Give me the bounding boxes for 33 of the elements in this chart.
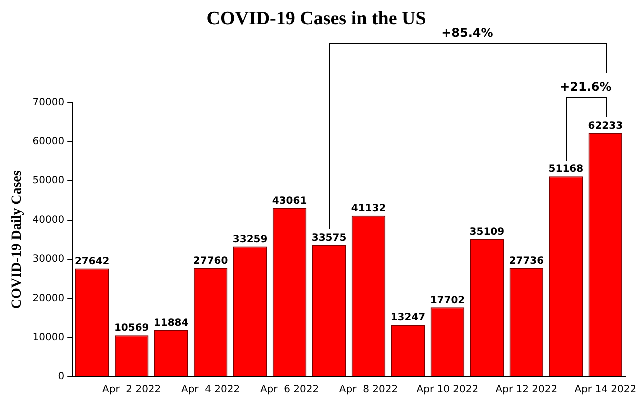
x-tick-label: Apr 4 2022 — [181, 384, 240, 396]
text: +85.4% — [442, 26, 494, 40]
data-label: 27760 — [193, 256, 228, 267]
y-tick-label: 70000 — [32, 97, 65, 108]
data-label: 10569 — [114, 323, 150, 334]
x-tick-label: Apr 12 2022 — [496, 384, 558, 396]
data-label: 17702 — [430, 295, 466, 306]
x-tick-label: Apr 10 2022 — [416, 384, 479, 396]
y-tick-label: 60000 — [32, 136, 65, 148]
y-tick-label: 20000 — [32, 293, 65, 304]
x-tick-label: Apr 14 2022 — [574, 384, 637, 396]
data-label: 33575 — [312, 233, 347, 244]
y-tick-label: 40000 — [32, 214, 65, 226]
data-label: 13247 — [390, 312, 426, 324]
y-tick-label: 50000 — [32, 176, 65, 187]
y-tick-label: 30000 — [32, 254, 65, 266]
y-tick-label: 0 — [58, 372, 65, 383]
x-tick-label: Apr 6 2022 — [260, 384, 320, 396]
chart-title: COVID-19 Cases in the US — [206, 8, 426, 30]
x-tick-label: Apr 2 2022 — [102, 384, 162, 396]
text: +21.6% — [560, 80, 612, 94]
x-tick-label: Apr 8 2022 — [339, 384, 398, 396]
data-label: 35109 — [470, 227, 505, 238]
data-label: 27736 — [509, 256, 544, 267]
data-label: 62233 — [588, 120, 624, 132]
data-label: 27642 — [74, 256, 110, 268]
y-tick-label: 10000 — [32, 332, 65, 344]
y-axis-title: COVID-19 Daily Cases — [10, 170, 26, 310]
data-label: 43061 — [272, 196, 308, 207]
data-label: 41132 — [351, 203, 386, 214]
data-label: 33259 — [232, 234, 268, 246]
data-label: 51168 — [548, 164, 584, 176]
data-label: 11884 — [154, 318, 189, 330]
